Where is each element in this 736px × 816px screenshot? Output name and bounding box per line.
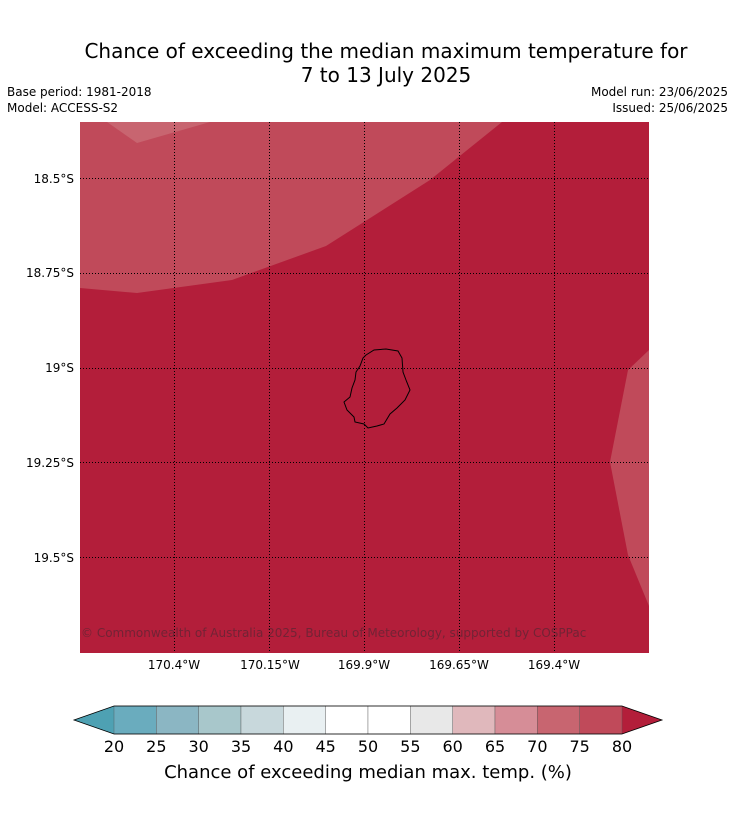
colorbar (72, 705, 664, 735)
colorbar-segment (579, 705, 623, 735)
colorbar-under-arrow (74, 706, 114, 734)
colorbar-segment (198, 705, 242, 735)
longitude-label: 170.4°W (147, 658, 201, 672)
colorbar-segment (156, 705, 199, 735)
colorbar-segment (283, 705, 326, 735)
colorbar-tick-label: 75 (569, 737, 590, 756)
colorbar-tick-label: 55 (400, 737, 421, 756)
colorbar-segment (537, 705, 580, 735)
colorbar-tick-label: 20 (103, 737, 125, 756)
colorbar-tick-label: 50 (357, 737, 379, 756)
colorbar-tick-label: 25 (146, 737, 167, 756)
latitude-label: 18.5°S (33, 172, 74, 186)
colorbar-tick-label: 65 (484, 737, 506, 756)
colorbar-tick-label: 35 (230, 737, 252, 756)
base-period-label: Base period: 1981-2018 (7, 85, 152, 99)
colorbar-over-arrow (622, 706, 662, 734)
latitude-label: 18.75°S (26, 266, 74, 280)
model-run-label: Model run: 23/06/2025 (590, 85, 728, 99)
longitude-label: 169.4°W (527, 658, 581, 672)
colorbar-tick-label: 30 (188, 737, 209, 756)
colorbar-segment (410, 705, 453, 735)
colorbar-segment (494, 705, 538, 735)
map-regions (80, 122, 649, 653)
latitude-label: 19.25°S (26, 456, 74, 470)
colorbar-tick-label: 80 (611, 737, 633, 756)
region-70-to-75-northwest (107, 122, 210, 143)
colorbar-segment (452, 705, 496, 735)
colorbar-segment (240, 705, 284, 735)
region-75-to-80-northwest (80, 122, 502, 293)
colorbar-tick-label: 60 (442, 737, 463, 756)
longitude-label: 170.15°W (240, 658, 300, 672)
issued-label: Issued: 25/06/2025 (612, 101, 728, 115)
longitude-label: 169.9°W (337, 658, 391, 672)
colorbar-title: Chance of exceeding median max. temp. (%… (164, 762, 572, 783)
colorbar-tick-label: 70 (527, 737, 548, 756)
latitude-label: 19.5°S (33, 551, 74, 565)
latitude-label: 19°S (45, 361, 74, 375)
island-outline (343, 348, 411, 429)
graticule (80, 122, 649, 653)
model-label: Model: ACCESS-S2 (7, 101, 119, 115)
copyright-notice: © Commonwealth of Australia 2025, Bureau… (81, 626, 587, 640)
region-75-to-80-east (610, 350, 649, 606)
colorbar-segment (113, 705, 157, 735)
colorbar-segment (325, 705, 369, 735)
colorbar-segment (367, 705, 411, 735)
longitude-label: 169.65°W (429, 658, 489, 672)
colorbar-tick-label: 45 (315, 737, 336, 756)
map-title-line1: Chance of exceeding the median maximum t… (84, 39, 688, 63)
colorbar-tick-label: 40 (273, 737, 294, 756)
map-title-line2: 7 to 13 July 2025 (300, 63, 472, 87)
colorbar-outline (72, 705, 664, 735)
